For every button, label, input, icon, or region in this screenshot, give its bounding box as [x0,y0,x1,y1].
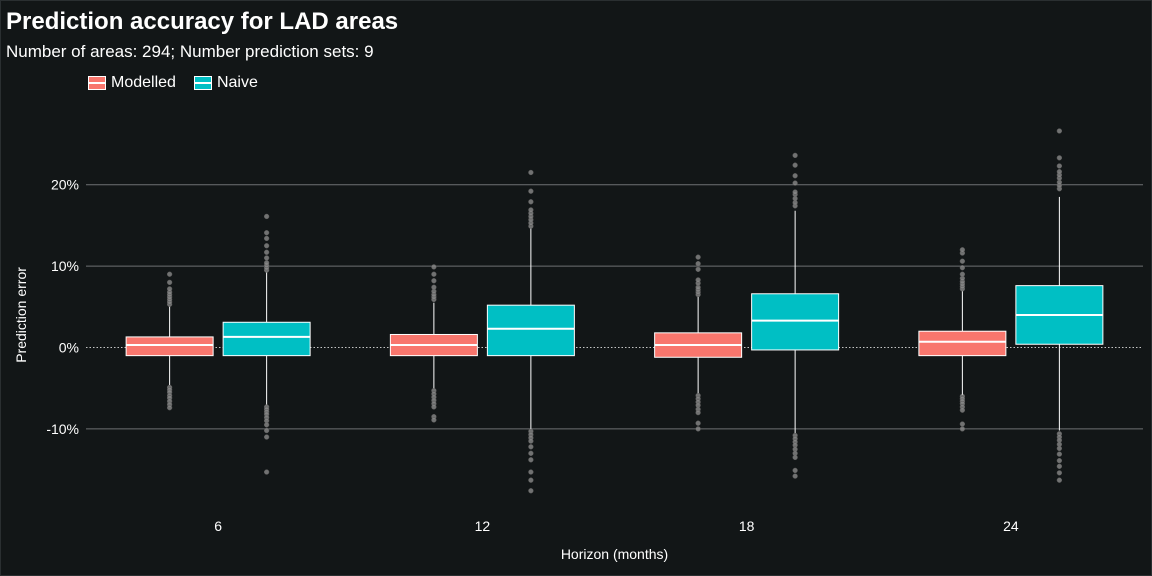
outlier-point-naive [263,213,270,220]
outlier-point-modelled [431,284,437,290]
outlier-point-naive [263,255,270,261]
outlier-point-naive [1056,463,1063,469]
outlier-point-modelled [695,266,701,273]
legend-item-modelled: Modelled [88,74,176,92]
outlier-point-naive [263,235,270,242]
box-naive-6 [222,321,311,357]
chart-subtitle: Number of areas: 294; Number prediction … [6,42,374,61]
x-tick-label: 12 [475,518,491,534]
outlier-point-modelled [695,254,701,260]
outlier-point-modelled [431,278,437,284]
outlier-point-modelled [431,271,437,277]
outlier-point-naive [1056,477,1063,483]
outlier-point-naive [528,469,534,475]
outlier-point-naive [528,444,534,450]
outlier-point-naive [528,457,534,463]
outlier-point-modelled [431,417,437,423]
y-tick-label: 0% [59,340,79,356]
box-modelled-6 [125,336,214,357]
chart-title: Prediction accuracy for LAD areas [6,8,399,35]
outlier-point-modelled [959,421,966,427]
outlier-point-naive [528,477,534,483]
outlier-point-naive [1056,457,1063,464]
x-tick-label: 24 [1003,518,1019,534]
outlier-point-modelled [695,261,701,267]
outlier-point-modelled [959,407,966,413]
outlier-point-naive [528,450,534,456]
outlier-point-modelled [959,258,966,264]
y-tick-label: 20% [51,177,79,193]
legend-key-modelled [88,76,106,90]
y-tick-label: 10% [51,258,79,274]
x-tick-label: 6 [214,518,222,534]
outlier-point-naive [1056,155,1063,161]
legend: Modelled Naive [88,74,276,92]
outlier-point-naive [1056,169,1063,175]
outlier-point-modelled [166,286,173,292]
outlier-point-naive [263,230,270,236]
outlier-point-modelled [959,247,966,253]
outlier-point-modelled [959,265,966,271]
outlier-point-naive [528,438,534,444]
outlier-point-naive [528,199,534,205]
outlier-point-modelled [166,279,173,286]
legend-label-modelled: Modelled [111,74,176,91]
outlier-point-naive [263,427,270,434]
outlier-point-naive [263,422,270,428]
outlier-point-modelled [695,277,701,283]
outlier-point-naive [792,173,798,179]
outlier-point-modelled [695,420,701,426]
outlier-point-naive [528,169,534,176]
y-axis-label: Prediction error [13,267,29,363]
outlier-point-naive [1056,470,1063,476]
outlier-point-modelled [431,264,437,270]
box-naive-18 [751,293,840,351]
outlier-point-naive [792,162,798,168]
outlier-point-modelled [959,426,966,432]
x-tick-label: 18 [739,518,755,534]
outlier-point-naive [528,188,534,194]
outlier-point-naive [792,152,798,159]
outlier-point-naive [263,243,270,249]
outlier-point-naive [263,434,270,440]
outlier-point-naive [528,207,534,213]
outlier-point-modelled [166,405,173,411]
outlier-point-naive [792,454,798,461]
legend-label-naive: Naive [216,74,258,91]
box-modelled-24 [918,330,1007,357]
outlier-point-naive [792,180,798,186]
y-tick-label: -10% [46,421,79,437]
outlier-point-naive [263,249,270,255]
outlier-point-modelled [431,404,437,410]
outlier-point-modelled [695,409,701,416]
outlier-point-modelled [166,271,173,277]
x-axis-label: Horizon (months) [561,546,668,562]
outlier-point-naive [792,189,798,195]
legend-key-naive [193,76,212,90]
outlier-point-naive [1056,451,1063,457]
outlier-point-naive [263,469,270,475]
outlier-point-naive [1056,163,1063,169]
box-naive-12 [486,304,575,357]
legend-item-naive: Naive [193,74,258,92]
outlier-point-naive [1056,445,1063,452]
outlier-point-naive [792,473,798,479]
outlier-point-modelled [695,426,701,432]
outlier-point-naive [1056,128,1063,134]
outlier-point-naive [263,260,270,266]
outlier-point-modelled [959,271,966,277]
outlier-point-naive [792,467,798,474]
outlier-point-naive [528,488,534,494]
